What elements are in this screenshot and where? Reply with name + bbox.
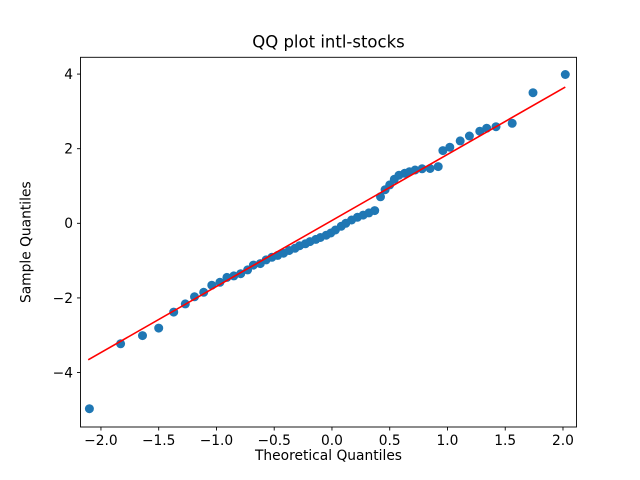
data-point xyxy=(370,206,380,216)
y-tick-label: 0 xyxy=(64,216,73,232)
reference-line xyxy=(87,86,566,361)
data-point xyxy=(455,136,465,146)
x-axis-label: Theoretical Quantiles xyxy=(254,448,402,464)
data-point xyxy=(507,118,517,128)
data-point xyxy=(528,88,538,98)
data-point xyxy=(116,339,126,349)
x-tick-label: −2.0 xyxy=(84,433,118,449)
x-tick-label: 2.0 xyxy=(552,433,574,449)
y-tick-label: 2 xyxy=(64,142,73,158)
x-tick-label: −0.5 xyxy=(257,433,291,449)
data-point xyxy=(433,162,443,172)
y-tick-label: −4 xyxy=(53,365,73,381)
data-point xyxy=(84,404,94,414)
data-point xyxy=(138,331,147,341)
y-tick-label: −2 xyxy=(53,291,73,307)
x-tick-label: 0.5 xyxy=(379,433,401,449)
data-point xyxy=(445,142,455,152)
x-tick-label: 0.0 xyxy=(321,433,343,449)
y-tick-label: 4 xyxy=(64,67,73,83)
chart-title: QQ plot intl-stocks xyxy=(252,33,405,52)
x-tick-label: 1.5 xyxy=(494,433,516,449)
plot-border xyxy=(80,56,577,428)
data-point xyxy=(154,323,164,333)
x-tick-label: −1.5 xyxy=(142,433,176,449)
data-point xyxy=(438,146,448,156)
data-point xyxy=(215,277,225,287)
x-tick-label: 1.0 xyxy=(436,433,458,449)
data-point xyxy=(464,131,474,141)
data-point xyxy=(475,126,485,136)
data-point xyxy=(190,292,199,302)
data-point xyxy=(560,70,570,79)
plot-area: −2.0 −1.5 −1.0 −0.5 0.0 0.5 1.0 1.5 2.0 −4 −2 0 2 4 xyxy=(53,56,577,449)
y-axis-label: Sample Quantiles xyxy=(19,181,35,303)
x-tick-label: −1.0 xyxy=(200,433,234,449)
